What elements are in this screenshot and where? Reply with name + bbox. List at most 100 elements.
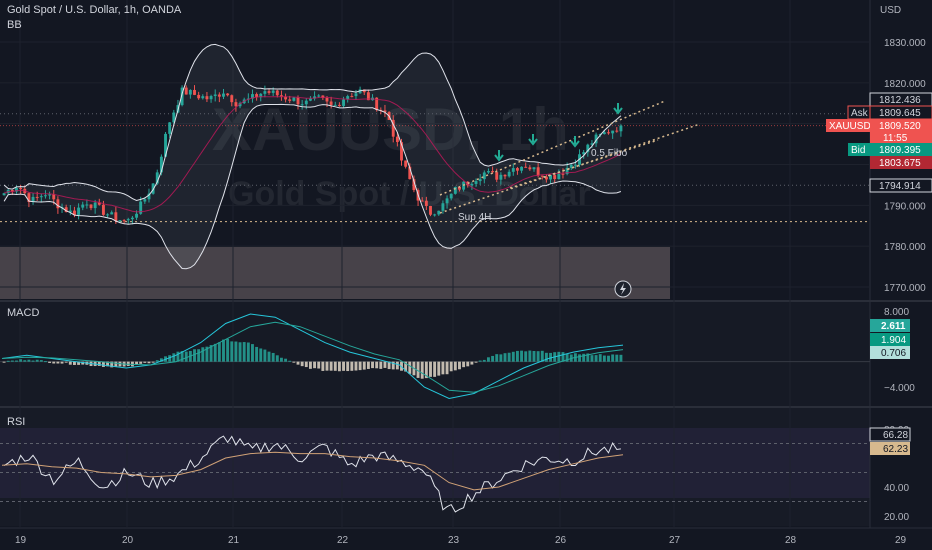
candle-130: [540, 175, 544, 177]
candle-147: [611, 130, 615, 134]
macd-hist-108: [449, 361, 453, 372]
rsi-series: [0, 435, 870, 513]
arrow-3: [613, 103, 623, 115]
demand-zone: [0, 247, 670, 299]
candle-114: [474, 181, 478, 184]
macd-pane-bg: [0, 302, 870, 406]
macd-hist-77: [321, 361, 325, 371]
candle-41: [172, 112, 176, 123]
candle-67: [280, 95, 283, 97]
price-axis-currency: USD: [880, 5, 901, 16]
macd-hist-92: [383, 361, 387, 368]
macd-hist-106: [441, 361, 445, 375]
macd-hist-64: [267, 351, 271, 362]
macd-hist-71: [296, 361, 300, 365]
macd-hist-50: [209, 345, 213, 362]
macd-hist-86: [358, 361, 362, 371]
macd-hist-80: [333, 361, 337, 371]
candle-65: [271, 90, 275, 93]
candle-137: [569, 164, 573, 168]
svg-text:Bid: Bid: [851, 145, 865, 156]
macd-hist-149: [619, 354, 623, 362]
macd-hist-7: [31, 360, 35, 362]
candle-85: [354, 93, 358, 97]
macd-hist-104: [433, 361, 437, 377]
macd-hist-136: [565, 353, 569, 362]
candle-99: [412, 179, 416, 191]
price-pane-bg: [0, 0, 870, 300]
candle-79: [329, 101, 333, 105]
lightning-icon[interactable]: [614, 280, 632, 298]
svg-text:62.23: 62.23: [883, 444, 908, 455]
macd-hist-124: [515, 350, 519, 362]
macd-hist-69: [288, 360, 292, 362]
bb-upper: [3, 43, 622, 202]
macd-hist-90: [375, 361, 379, 369]
macd-hist-6: [27, 359, 31, 362]
candle-46: [193, 89, 196, 95]
macd-hist-143: [594, 355, 598, 362]
macd-hist-17: [73, 361, 76, 365]
candle-86: [358, 89, 362, 94]
candle-35: [147, 193, 151, 200]
macd-hist-27: [114, 361, 118, 367]
candle-77: [321, 95, 325, 99]
macd-hist-0: [2, 361, 6, 363]
candle-16: [68, 210, 72, 213]
macd-hist-40: [168, 355, 172, 362]
candle-73: [304, 100, 308, 105]
candle-122: [507, 171, 511, 177]
price-tick-4: 1790.000: [884, 201, 926, 212]
candle-102: [424, 200, 428, 206]
candle-90: [375, 97, 379, 110]
candle-31: [130, 217, 134, 220]
macd-hist-35: [147, 361, 151, 364]
macd-hist-148: [615, 354, 619, 362]
candle-57: [238, 103, 242, 107]
candle-12: [52, 194, 56, 200]
signal-arrows: [494, 103, 623, 162]
price-tick-1: 1820.000: [884, 79, 926, 90]
indicator-bb-label[interactable]: BB: [7, 19, 22, 31]
candle-38: [159, 156, 163, 173]
svg-text:11:55: 11:55: [883, 133, 908, 144]
macd-hist-26: [110, 361, 114, 368]
macd-hist-38: [159, 358, 163, 362]
candle-75: [313, 96, 317, 99]
candle-96: [400, 142, 403, 161]
price-tag-bid: Bid 1809.395: [848, 143, 932, 156]
candle-17: [73, 210, 76, 215]
indicator-rsi-label[interactable]: RSI: [7, 416, 26, 428]
candle-56: [234, 102, 238, 107]
macd-hist-146: [607, 355, 610, 362]
macd-hist-16: [68, 361, 72, 365]
macd-hist-4: [19, 359, 23, 362]
svg-text:1809.520: 1809.520: [879, 121, 921, 132]
macd-hist-134: [557, 351, 561, 362]
candle-98: [408, 166, 412, 180]
macd-hist-41: [172, 353, 176, 362]
candle-123: [511, 168, 515, 172]
price-tick-0: 1830.000: [884, 38, 926, 49]
symbol-title[interactable]: Gold Spot / U.S. Dollar, 1h, OANDA: [7, 4, 182, 16]
macd-hist-33: [139, 361, 143, 364]
macd-hist-73: [304, 361, 308, 368]
candle-132: [549, 175, 552, 180]
candle-127: [528, 167, 532, 170]
indicator-macd-label[interactable]: MACD: [7, 307, 40, 319]
macd-hist-63: [263, 349, 267, 362]
candle-133: [553, 175, 557, 180]
macd-hist-125: [520, 350, 524, 362]
macd-hist-88: [366, 361, 370, 369]
macd-tag-hist: 0.706: [870, 346, 910, 359]
macd-hist-114: [474, 361, 478, 363]
macd-hist-47: [197, 349, 201, 362]
macd-hist-100: [416, 361, 420, 378]
candle-55: [230, 95, 234, 103]
macd-hist-127: [528, 350, 532, 362]
macd-hist-19: [81, 361, 85, 365]
candle-72: [300, 104, 304, 106]
bb-band-fill: [4, 44, 621, 269]
macd-hist-76: [317, 361, 321, 369]
